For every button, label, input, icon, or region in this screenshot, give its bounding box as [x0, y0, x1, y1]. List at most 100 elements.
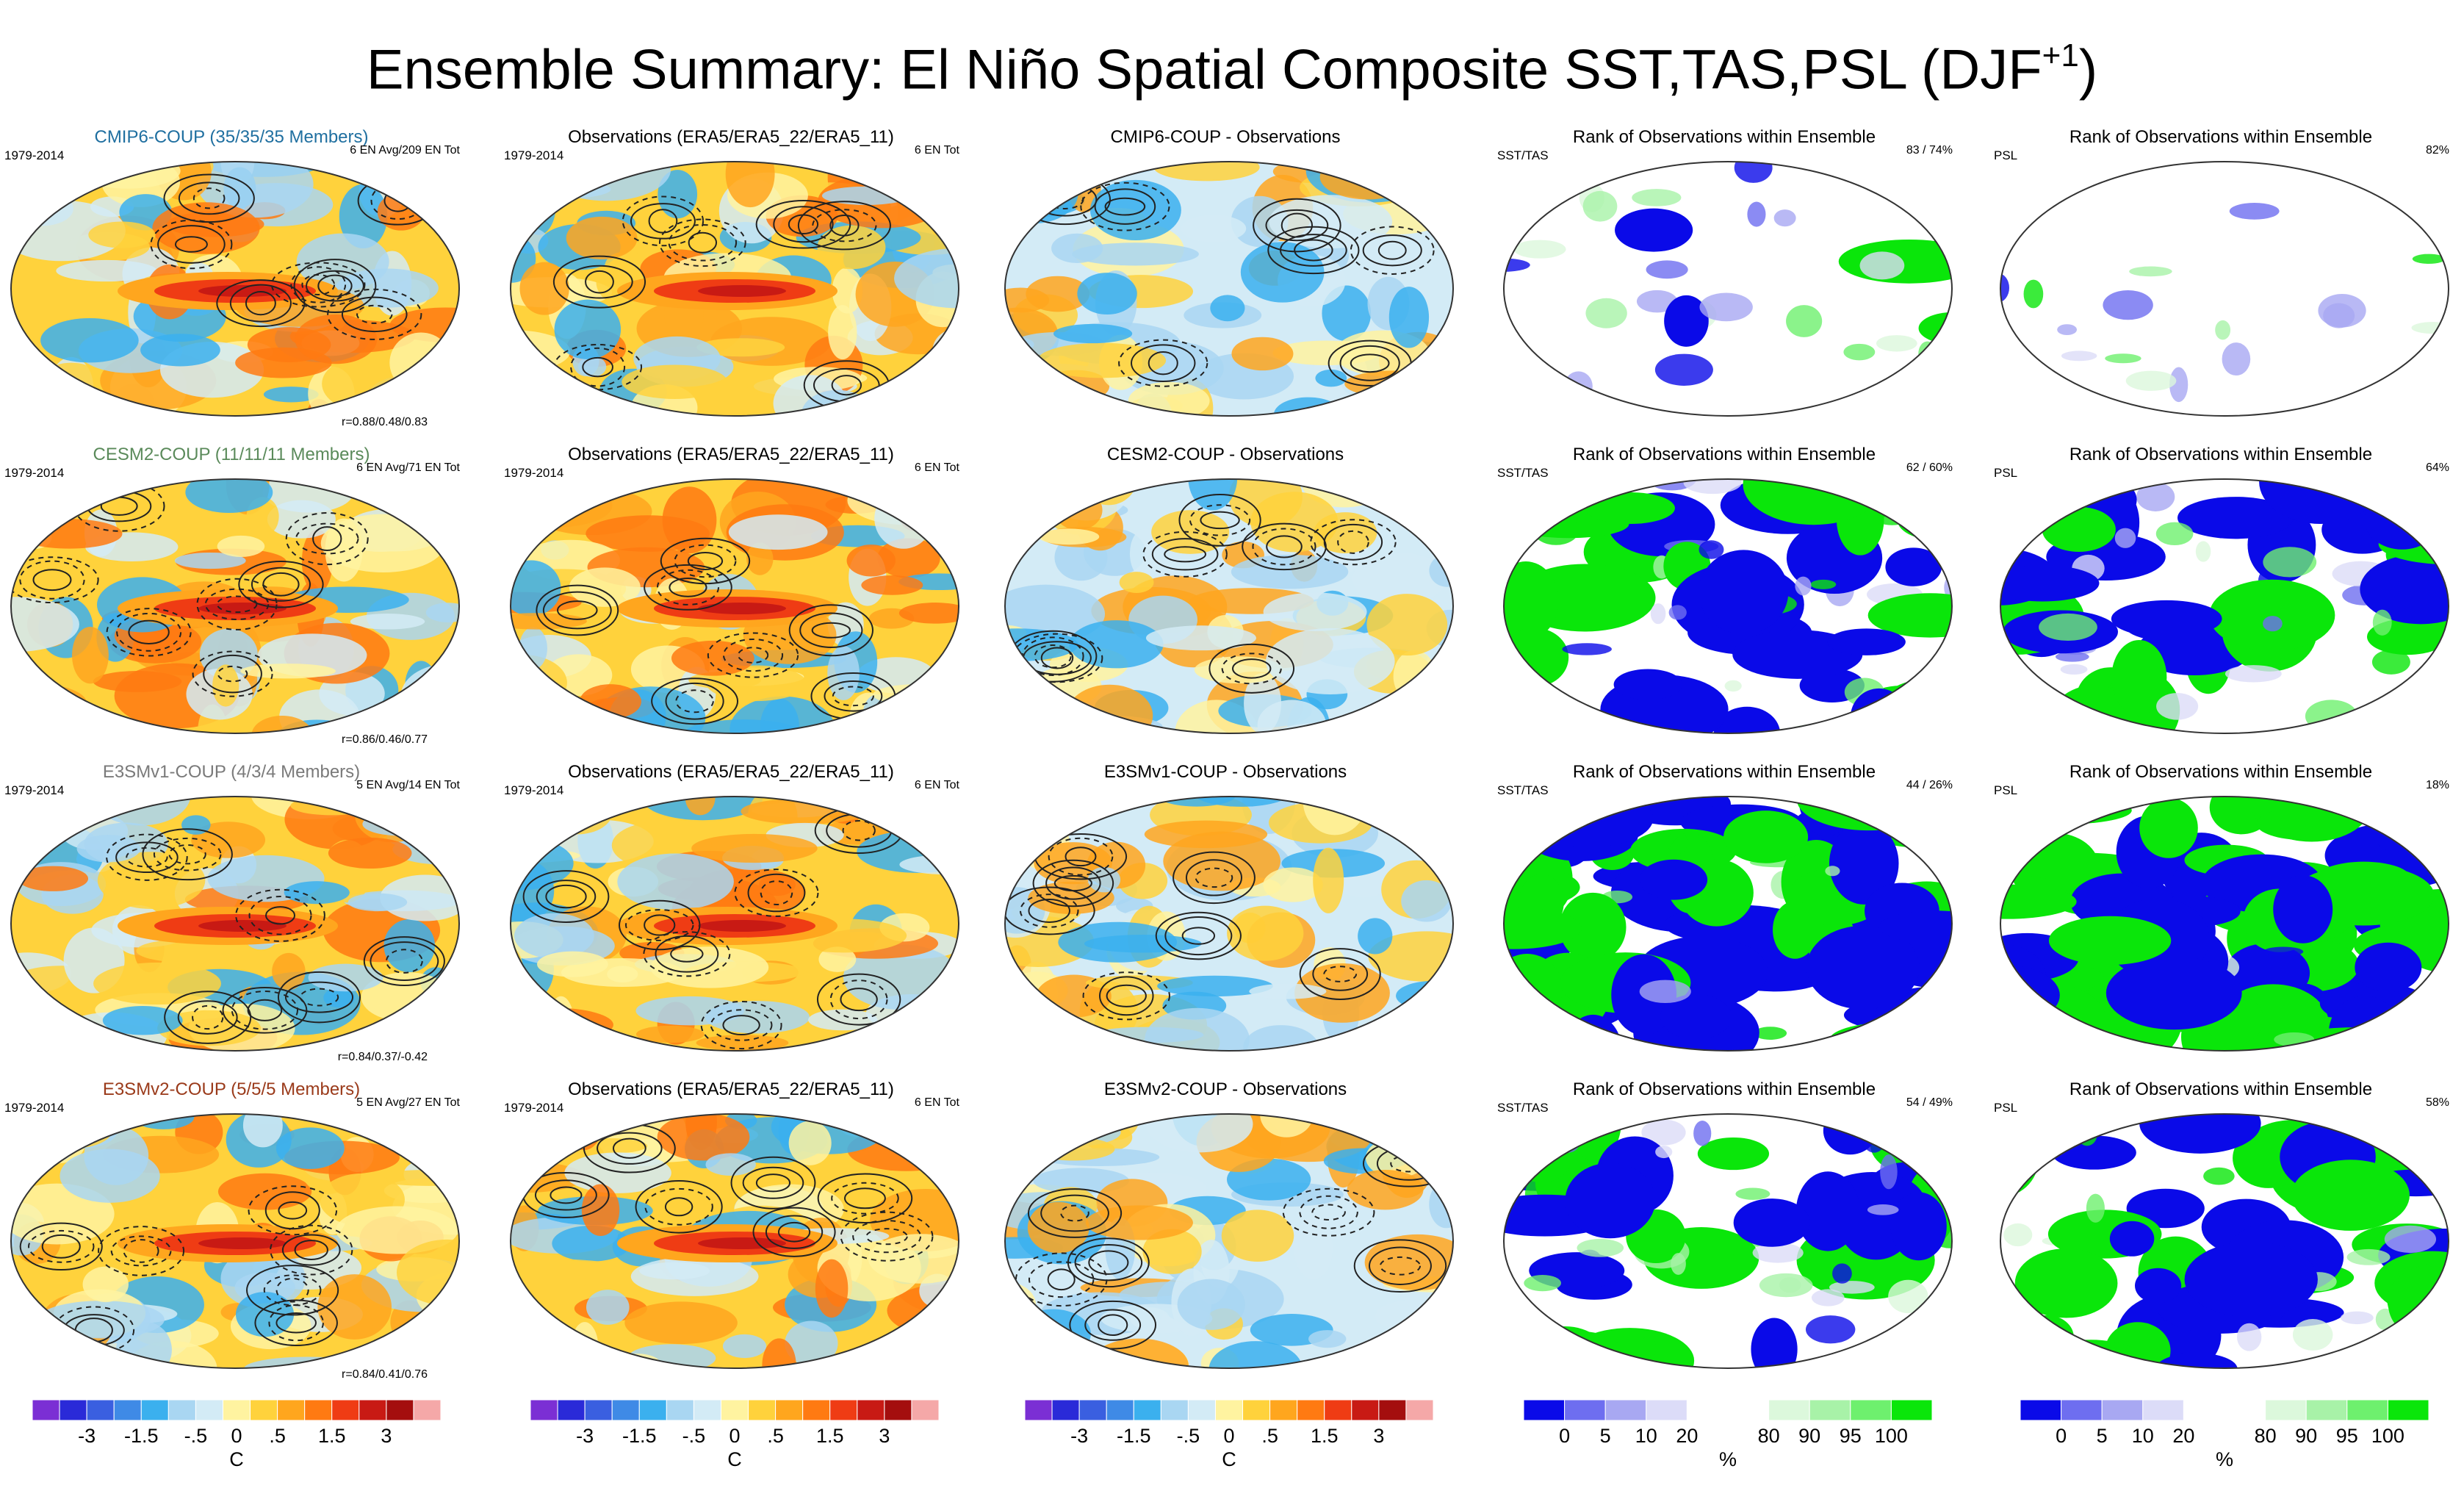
- colorbar-tick-label: 1.5: [317, 1425, 346, 1447]
- anomaly-field: [1005, 1114, 1453, 1368]
- panel-right-label: 6 EN Tot: [914, 1096, 959, 1109]
- rank-field: [1504, 1114, 1952, 1368]
- globe-map: [1004, 478, 1454, 734]
- panel-left-label: 1979-2014: [504, 783, 564, 797]
- panel-title: Rank of Observations within Ensemble: [1572, 127, 1876, 147]
- rank-psl-panel-row4: Rank of Observations within Ensemble PSL 5…: [1989, 1079, 2452, 1387]
- colorbar-tick-label: 1.5: [815, 1425, 844, 1447]
- colorbar-swatch: [720, 1400, 749, 1420]
- model-panel-row4: E3SMv2-COUP (5/5/5 Members) 1979-2014 5 EN…: [0, 1079, 463, 1387]
- rank-map: [1503, 478, 1953, 734]
- title-text: Ensemble Summary: El Niño Spatial Compos…: [366, 38, 2042, 101]
- panel-right-label: 54 / 49%: [1906, 1096, 1953, 1109]
- colorbar-swatch: [693, 1400, 721, 1420]
- colorbar-tick-label: 0: [231, 1425, 242, 1447]
- colorbar-swatch: [2183, 1400, 2225, 1420]
- colorbar-swatch: [1646, 1400, 1687, 1420]
- colorbar-unit: C: [229, 1448, 244, 1470]
- panel-left-label: SST/TAS: [1497, 148, 1549, 162]
- observations-panel-row4: Observations (ERA5/ERA5_22/ERA5_11) 1979-…: [500, 1079, 962, 1387]
- colorbar-tick-label: 90: [1798, 1425, 1821, 1447]
- colorbar-tick-label: 80: [2254, 1425, 2277, 1447]
- colorbar-swatch: [195, 1400, 223, 1420]
- colorbar-tick-label: 3: [879, 1425, 890, 1447]
- colorbar-swatch: [1324, 1400, 1352, 1420]
- colorbar-swatch: [2224, 1400, 2266, 1420]
- colorbar-swatch: [331, 1400, 360, 1420]
- rank-field: [2000, 1114, 2449, 1368]
- rank-field: [1504, 162, 1952, 416]
- panel-title: E3SMv1-COUP - Observations: [1103, 762, 1347, 782]
- rank-map: [2000, 1113, 2449, 1369]
- rank-field: [2000, 479, 2449, 733]
- panel-left-label: PSL: [1994, 1101, 2018, 1115]
- rank-map: [1503, 161, 1953, 417]
- colorbar-swatch: [857, 1400, 885, 1420]
- colorbar-swatch: [32, 1400, 60, 1420]
- rank-field: [2000, 162, 2449, 416]
- colorbar-swatch: [2387, 1400, 2429, 1420]
- panel-right-label: 64%: [2425, 461, 2449, 474]
- colorbar-swatch: [1809, 1400, 1851, 1420]
- colorbar-swatch: [611, 1400, 640, 1420]
- colorbar-swatch: [413, 1400, 441, 1420]
- model-panel-row3: E3SMv1-COUP (4/3/4 Members) 1979-2014 5 EN…: [0, 761, 463, 1070]
- colorbar-tick-label: 10: [2131, 1425, 2154, 1447]
- rank-field: [2000, 797, 2449, 1051]
- colorbar-swatch: [167, 1400, 196, 1420]
- pattern-correlation: r=0.84/0.37/-0.42: [337, 1051, 428, 1063]
- panel-title: Rank of Observations within Ensemble: [2069, 1079, 2373, 1099]
- colorbar-tick-label: 95: [1839, 1425, 1862, 1447]
- anomaly-field: [11, 162, 459, 416]
- colorbar-tick-label: 3: [1373, 1425, 1385, 1447]
- anomaly-colorbar-2: -3 -1.5 -.5 0 .5 1.5 3 C: [530, 1400, 942, 1488]
- colorbar-swatch: [1133, 1400, 1161, 1420]
- colorbar-swatch: [140, 1400, 169, 1420]
- colorbar-swatch: [86, 1400, 115, 1420]
- colorbar-swatch: [1269, 1400, 1298, 1420]
- rank-map: [2000, 478, 2449, 734]
- colorbar-swatch: [1524, 1400, 1566, 1420]
- pattern-correlation: r=0.86/0.46/0.77: [342, 733, 428, 746]
- globe-map: [510, 161, 959, 417]
- colorbar-tick-label: 20: [2172, 1425, 2195, 1447]
- colorbar-tick-label: -1.5: [124, 1425, 159, 1447]
- globe-map: [1004, 796, 1454, 1052]
- panel-title: E3SMv1-COUP (4/3/4 Members): [102, 762, 361, 782]
- panel-right-label: 6 EN Avg/71 EN Tot: [356, 461, 460, 474]
- colorbar-tick-label: -1.5: [1117, 1425, 1151, 1447]
- anomaly-field: [1005, 797, 1453, 1051]
- panel-right-label: 6 EN Tot: [914, 461, 959, 474]
- panel-title: Rank of Observations within Ensemble: [2069, 127, 2373, 147]
- rank-map: [1503, 796, 1953, 1052]
- anomaly-field: [11, 797, 459, 1051]
- panel-left-label: 1979-2014: [504, 1101, 564, 1115]
- rank-field: [1504, 479, 1952, 733]
- panel-right-label: 6 EN Tot: [914, 144, 959, 157]
- rank-sst-tas-panel-row2: Rank of Observations within Ensemble SST/…: [1493, 444, 1956, 752]
- panel-right-label: 5 EN Avg/14 EN Tot: [356, 779, 460, 791]
- panel-title: CESM2-COUP - Observations: [1106, 445, 1344, 464]
- panel-title: CMIP6-COUP (35/35/35 Members): [94, 127, 369, 147]
- colorbar-swatch: [911, 1400, 939, 1420]
- colorbar-tick-label: .5: [269, 1425, 286, 1447]
- panel-right-label: 83 / 74%: [1906, 144, 1953, 157]
- colorbar-tick-label: 5: [2096, 1425, 2108, 1447]
- panel-right-label: 62 / 60%: [1906, 461, 1953, 474]
- psl-contours: [150, 173, 439, 340]
- panel-left-label: PSL: [1994, 148, 2018, 162]
- colorbar-swatch: [1242, 1400, 1271, 1420]
- observations-panel-row1: Observations (ERA5/ERA5_22/ERA5_11) 1979-…: [500, 126, 962, 435]
- psl-contours: [1015, 1140, 1453, 1350]
- colorbar-swatch: [666, 1400, 694, 1420]
- panel-left-label: 1979-2014: [4, 1101, 65, 1115]
- pattern-correlation: r=0.84/0.41/0.76: [342, 1368, 428, 1381]
- colorbar-tick-label: 0: [1559, 1425, 1571, 1447]
- anomaly-field: [511, 162, 959, 416]
- colorbar-swatch: [638, 1400, 667, 1420]
- difference-panel-row3: E3SMv1-COUP - Observations: [994, 761, 1457, 1070]
- panel-title: Observations (ERA5/ERA5_22/ERA5_11): [568, 445, 894, 464]
- colorbar-tick-label: -3: [576, 1425, 594, 1447]
- colorbar-swatch: [304, 1400, 333, 1420]
